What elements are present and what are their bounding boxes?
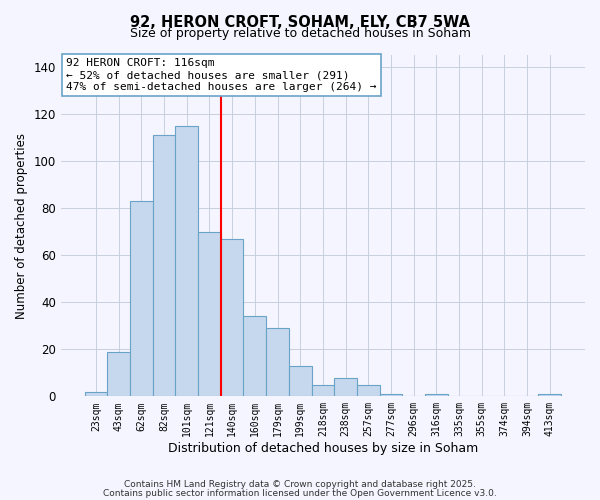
X-axis label: Distribution of detached houses by size in Soham: Distribution of detached houses by size …	[168, 442, 478, 455]
Bar	[266, 328, 289, 396]
Bar	[198, 232, 221, 396]
Text: Size of property relative to detached houses in Soham: Size of property relative to detached ho…	[130, 28, 470, 40]
Text: 92, HERON CROFT, SOHAM, ELY, CB7 5WA: 92, HERON CROFT, SOHAM, ELY, CB7 5WA	[130, 15, 470, 30]
Text: Contains public sector information licensed under the Open Government Licence v3: Contains public sector information licen…	[103, 489, 497, 498]
Bar	[244, 316, 266, 396]
Bar	[221, 238, 244, 396]
Bar	[425, 394, 448, 396]
Bar	[85, 392, 107, 396]
Bar	[311, 384, 334, 396]
Bar	[130, 201, 152, 396]
Text: Contains HM Land Registry data © Crown copyright and database right 2025.: Contains HM Land Registry data © Crown c…	[124, 480, 476, 489]
Text: 92 HERON CROFT: 116sqm
← 52% of detached houses are smaller (291)
47% of semi-de: 92 HERON CROFT: 116sqm ← 52% of detached…	[66, 58, 377, 92]
Bar	[289, 366, 311, 396]
Bar	[107, 352, 130, 397]
Bar	[357, 384, 380, 396]
Y-axis label: Number of detached properties: Number of detached properties	[15, 132, 28, 318]
Bar	[175, 126, 198, 396]
Bar	[334, 378, 357, 396]
Bar	[380, 394, 403, 396]
Bar	[152, 135, 175, 396]
Bar	[538, 394, 561, 396]
